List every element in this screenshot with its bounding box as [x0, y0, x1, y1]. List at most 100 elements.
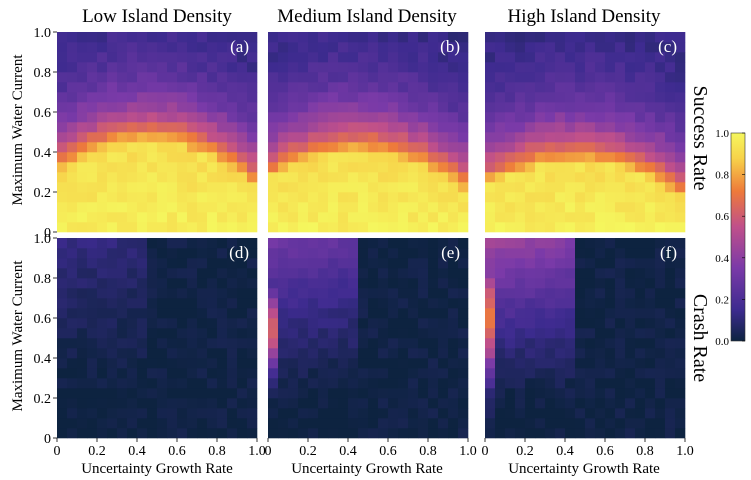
heatmap-cell [278, 248, 289, 259]
heatmap-cell [398, 308, 409, 319]
heatmap-cell [458, 152, 469, 163]
heatmap-cell [348, 212, 359, 223]
heatmap-cell [207, 408, 218, 419]
heatmap-cell [87, 102, 98, 113]
heatmap-cell [137, 398, 148, 409]
heatmap-cell [328, 152, 339, 163]
heatmap-cell [57, 408, 68, 419]
heatmap-cell [97, 358, 108, 369]
heatmap-cell [448, 52, 459, 63]
heatmap-cell [428, 112, 439, 123]
heatmap-cell [278, 82, 289, 93]
heatmap-cell [147, 388, 158, 399]
heatmap-cell [635, 398, 646, 409]
heatmap-cell [515, 202, 526, 213]
heatmap-cell [525, 32, 536, 43]
heatmap-cell [675, 408, 686, 419]
heatmap-cell [495, 268, 506, 279]
heatmap-cell [525, 82, 536, 93]
heatmap-cell [655, 378, 666, 389]
heatmap-cell [308, 82, 319, 93]
heatmap-cell [525, 418, 536, 429]
heatmap-cell [418, 328, 429, 339]
heatmap-cell [237, 42, 248, 53]
heatmap-cell [575, 32, 586, 43]
heatmap-cell [625, 192, 636, 203]
heatmap-cell [675, 238, 686, 249]
heatmap-cell [268, 62, 279, 73]
heatmap-cell [418, 182, 429, 193]
heatmap-cell [625, 408, 636, 419]
heatmap-cell [318, 378, 329, 389]
heatmap-cell [448, 368, 459, 379]
heatmap-cell [595, 32, 606, 43]
heatmap-cell [655, 122, 666, 133]
heatmap-cell [438, 92, 449, 103]
heatmap-cell [288, 378, 299, 389]
heatmap-cell [448, 122, 459, 133]
heatmap-cell [505, 398, 516, 409]
heatmap-panel-b: (b) [268, 32, 469, 233]
heatmap-cell [625, 258, 636, 269]
heatmap-cell [107, 358, 118, 369]
heatmap-cell [428, 32, 439, 43]
heatmap-cell [575, 222, 586, 233]
heatmap-cell [535, 258, 546, 269]
col-title-high: High Island Density [507, 6, 661, 27]
heatmap-cell [77, 202, 88, 213]
heatmap-cell [525, 298, 536, 309]
heatmap-cell [545, 398, 556, 409]
heatmap-cell [97, 112, 108, 123]
colorbar-tick-label: 0.0 [715, 336, 729, 348]
heatmap-cell [227, 132, 238, 143]
heatmap-cell [525, 268, 536, 279]
heatmap-cell [57, 62, 68, 73]
heatmap-cell [505, 212, 516, 223]
heatmap-cell [217, 348, 228, 359]
heatmap-cell [117, 358, 128, 369]
heatmap-cell [655, 348, 666, 359]
heatmap-cell [177, 102, 188, 113]
heatmap-cell [605, 122, 616, 133]
heatmap-cell [197, 142, 208, 153]
heatmap-cell [555, 338, 566, 349]
heatmap-cell [675, 418, 686, 429]
heatmap-cell [525, 368, 536, 379]
heatmap-cell [485, 328, 496, 339]
heatmap-cell [565, 278, 576, 289]
heatmap-cell [485, 338, 496, 349]
heatmap-cell [585, 52, 596, 63]
heatmap-cell [535, 408, 546, 419]
heatmap-cell [328, 52, 339, 63]
heatmap-cell [378, 32, 389, 43]
heatmap-cell [585, 368, 596, 379]
heatmap-cell [615, 398, 626, 409]
heatmap-cell [177, 112, 188, 123]
heatmap-cell [515, 398, 526, 409]
heatmap-cell [197, 358, 208, 369]
heatmap-cell [187, 112, 198, 123]
heatmap-cell [398, 32, 409, 43]
heatmap-cell [645, 192, 656, 203]
heatmap-cell [187, 122, 198, 133]
heatmap-cell [575, 172, 586, 183]
heatmap-cell [318, 112, 329, 123]
heatmap-cell [438, 72, 449, 83]
heatmap-cell [665, 398, 676, 409]
heatmap-cell [625, 378, 636, 389]
heatmap-cell [57, 318, 68, 329]
heatmap-cell [555, 398, 566, 409]
heatmap-cell [505, 32, 516, 43]
heatmap-cell [428, 398, 439, 409]
heatmap-cell [625, 172, 636, 183]
heatmap-cell [575, 122, 586, 133]
heatmap-cell [495, 32, 506, 43]
heatmap-cell [665, 182, 676, 193]
heatmap-cell [127, 62, 138, 73]
heatmap-cell [645, 222, 656, 233]
heatmap-cell [358, 182, 369, 193]
heatmap-cell [187, 52, 198, 63]
heatmap-cell [87, 298, 98, 309]
heatmap-cell [217, 162, 228, 173]
heatmap-cell [57, 418, 68, 429]
